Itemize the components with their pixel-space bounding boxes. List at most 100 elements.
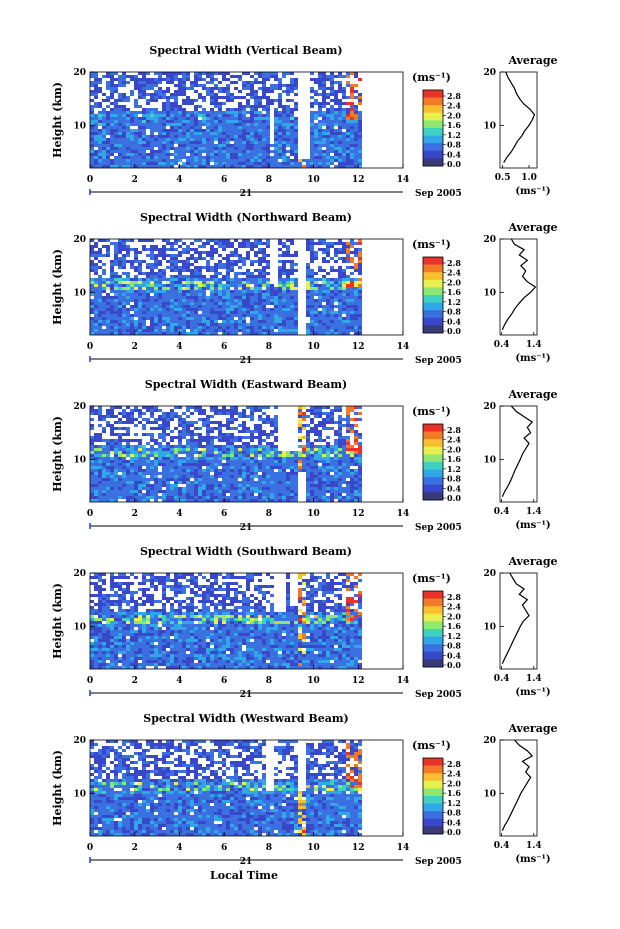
heatmap-cell [134,84,138,87]
heatmap-cell [210,245,214,248]
heatmap-cell [126,421,130,424]
heatmap-cell [310,320,314,323]
heatmap-cell [150,466,154,469]
heatmap-cell [338,138,342,141]
heatmap-cell [110,150,114,153]
heatmap-cell [222,439,226,442]
heatmap-cell [290,311,294,314]
heatmap-cell [238,466,242,469]
heatmap-cell [286,326,290,329]
heatmap-cell [310,269,314,272]
heatmap-cell [290,90,294,93]
heatmap-cell [330,314,334,317]
heatmap-cell [102,487,106,490]
heatmap-cell [154,323,158,326]
heatmap-cell [182,490,186,493]
heatmap-cell [330,245,334,248]
heatmap-cell [302,415,306,418]
heatmap-cell [202,457,206,460]
heatmap-cell [118,406,122,409]
heatmap-cell [230,299,234,302]
heatmap-cell [258,481,262,484]
heatmap-cell [262,451,266,454]
heatmap-cell [106,141,110,144]
heatmap-cell [190,302,194,305]
heatmap-cell [298,418,302,421]
heatmap-cell [94,290,98,293]
heatmap-cell [94,305,98,308]
heatmap-cell [302,463,306,466]
heatmap-cell [150,254,154,257]
heatmap-cell [134,409,138,412]
heatmap-cell [150,332,154,335]
heatmap-cell [326,108,330,111]
heatmap-cell [222,326,226,329]
heatmap-cell [238,323,242,326]
heatmap-cell [178,90,182,93]
heatmap-cell [306,326,310,329]
heatmap-cell [190,257,194,260]
heatmap-cell [110,135,114,138]
heatmap-cell [346,299,350,302]
heatmap-cell [254,281,258,284]
heatmap-cell [286,272,290,275]
heatmap-cell [250,126,254,129]
heatmap-cell [114,248,118,251]
heatmap-cell [106,499,110,502]
heatmap-cell [326,75,330,78]
heatmap-cell [90,278,94,281]
heatmap-cell [222,278,226,281]
heatmap-cell [206,242,210,245]
heatmap-cell [314,284,318,287]
heatmap-cell [94,266,98,269]
heatmap-cell [230,278,234,281]
heatmap-cell [330,84,334,87]
heatmap-cell [170,293,174,296]
heatmap-cell [114,72,118,75]
heatmap-cell [178,445,182,448]
heatmap-cell [242,84,246,87]
heatmap-cell [142,248,146,251]
heatmap-cell [118,153,122,156]
heatmap-cell [226,165,230,168]
heatmap-cell [110,472,114,475]
heatmap-cell [338,75,342,78]
heatmap-cell [162,147,166,150]
heatmap-cell [230,144,234,147]
heatmap-cell [190,114,194,117]
heatmap-cell [218,299,222,302]
heatmap-cell [190,454,194,457]
heatmap-cell [154,281,158,284]
heatmap-cell [246,147,250,150]
heatmap-cell [150,323,154,326]
heatmap-cell [258,251,262,254]
heatmap-cell [226,326,230,329]
heatmap-cell [346,254,350,257]
heatmap-cell [174,484,178,487]
heatmap-cell [106,478,110,481]
heatmap-cell [126,415,130,418]
heatmap-cell [266,415,270,418]
heatmap-cell [186,454,190,457]
heatmap-cell [290,239,294,242]
heatmap-cell [322,162,326,165]
heatmap-cell [202,150,206,153]
heatmap-cell [118,144,122,147]
heatmap-cell [166,120,170,123]
heatmap-cell [346,275,350,278]
heatmap-cell [206,159,210,162]
heatmap-cell [238,415,242,418]
heatmap-cell [358,99,362,102]
heatmap-cell [270,72,274,75]
heatmap-cell [338,120,342,123]
heatmap-cell [166,260,170,263]
heatmap-cell [174,326,178,329]
heatmap-cell [250,406,254,409]
heatmap-cell [306,329,310,332]
heatmap-cell [166,314,170,317]
heatmap-cell [170,102,174,105]
heatmap-cell [306,472,310,475]
heatmap-cell [322,281,326,284]
heatmap-cell [318,323,322,326]
heatmap-cell [198,469,202,472]
